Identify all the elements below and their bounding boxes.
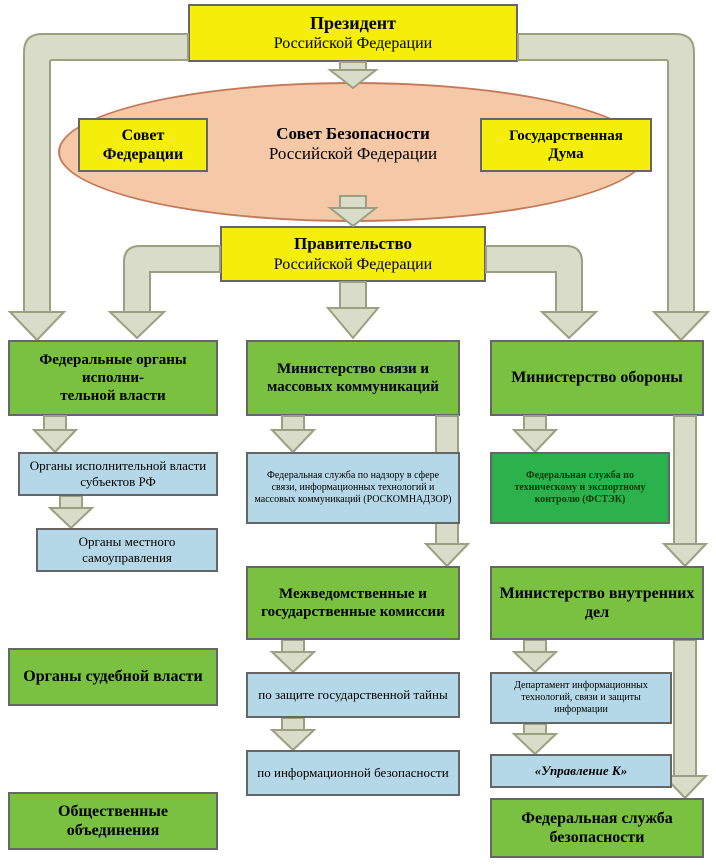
col1-box1: Органы исполнительной власти субъектов Р… (18, 452, 218, 496)
col1-box4: Общественные объединения (8, 792, 218, 850)
col3-box1-text: Федеральная служба по техническому и экс… (498, 470, 662, 506)
col3-box4: Федеральная служба безопасности (490, 798, 704, 858)
col1-box2: Органы местного самоуправления (36, 528, 218, 572)
col3-header2: Министерство внутренних дел (490, 566, 704, 640)
col2-header2: Межведомственные и государственные комис… (246, 566, 460, 640)
col2-box3: по информационной безопасности (246, 750, 460, 796)
col3-box3: «Управление К» (490, 754, 672, 788)
col1-box3-text: Органы судебной власти (23, 667, 202, 686)
col1-box2-text: Органы местного самоуправления (44, 534, 210, 565)
arrows-level2 (0, 0, 716, 866)
col2-box3-text: по информационной безопасности (257, 765, 448, 781)
col3-header2-text: Министерство внутренних дел (498, 584, 696, 622)
col3-box2: Департамент информационных технологий, с… (490, 672, 672, 724)
col3-box2-text: Департамент информационных технологий, с… (498, 680, 664, 716)
col2-header2-text: Межведомственные и государственные комис… (254, 585, 452, 621)
col2-box1-text: Федеральная служба по надзору в сфере св… (254, 470, 452, 506)
col2-box2: по защите государственной тайны (246, 672, 460, 718)
col1-box4-text: Общественные объединения (16, 802, 210, 840)
col1-box3: Органы судебной власти (8, 648, 218, 706)
col3-box1: Федеральная служба по техническому и экс… (490, 452, 670, 524)
col1-box1-text: Органы исполнительной власти субъектов Р… (26, 458, 210, 489)
col2-box1: Федеральная служба по надзору в сфере св… (246, 452, 460, 524)
col3-box4-text: Федеральная служба безопасности (498, 809, 696, 847)
col2-box2-text: по защите государственной тайны (258, 687, 447, 703)
col3-box3-text: «Управление К» (535, 763, 627, 779)
